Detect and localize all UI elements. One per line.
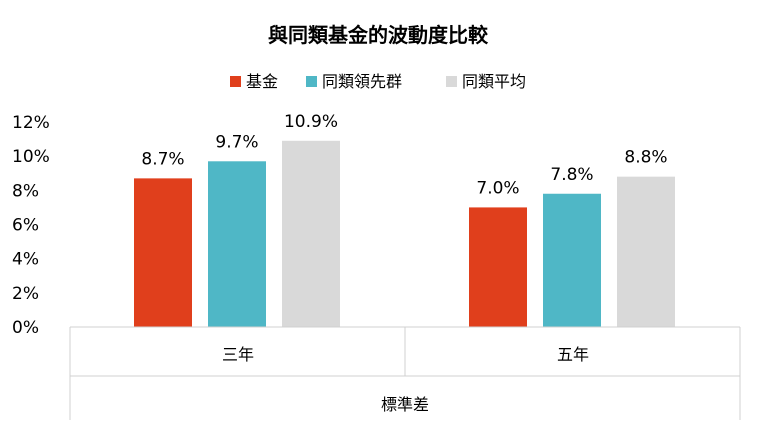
legend-swatch [446, 76, 457, 87]
y-tick-label: 2% [12, 284, 39, 304]
y-axis: 0% 2% 4% 6% 8% 10% 12% [12, 113, 50, 338]
y-tick-label: 4% [12, 250, 39, 270]
y-tick-label: 12% [12, 113, 50, 133]
bar [208, 161, 266, 327]
y-tick-label: 10% [12, 147, 50, 167]
data-label: 7.8% [550, 165, 593, 185]
bar [617, 176, 675, 327]
y-tick-label: 8% [12, 181, 39, 201]
data-label: 10.9% [284, 112, 338, 132]
legend-swatch [306, 76, 317, 87]
chart-title: 與同類基金的波動度比較 [268, 23, 489, 47]
bar [282, 140, 340, 327]
bar [134, 178, 192, 327]
bars [134, 140, 675, 327]
data-label: 7.0% [476, 178, 519, 198]
legend-label: 同類平均 [462, 72, 526, 91]
data-label: 9.7% [215, 132, 258, 152]
legend: 基金 同類領先群 同類平均 [230, 72, 526, 91]
y-tick-label: 0% [12, 318, 39, 338]
legend-label: 基金 [246, 72, 278, 91]
legend-label: 同類領先群 [322, 72, 402, 91]
x-category-label: 三年 [222, 345, 254, 364]
x-group-label: 標準差 [381, 395, 429, 414]
bar [469, 207, 527, 327]
x-axis: 標準差 三年 五年 [69, 326, 741, 420]
x-category-label: 五年 [557, 345, 589, 364]
data-labels: 8.7% 9.7% 10.9% 7.0% 7.8% 8.8% [141, 112, 667, 199]
legend-swatch [230, 76, 241, 87]
data-label: 8.8% [624, 148, 667, 168]
y-tick-label: 6% [12, 216, 39, 236]
bar [543, 193, 601, 327]
data-label: 8.7% [141, 149, 184, 169]
